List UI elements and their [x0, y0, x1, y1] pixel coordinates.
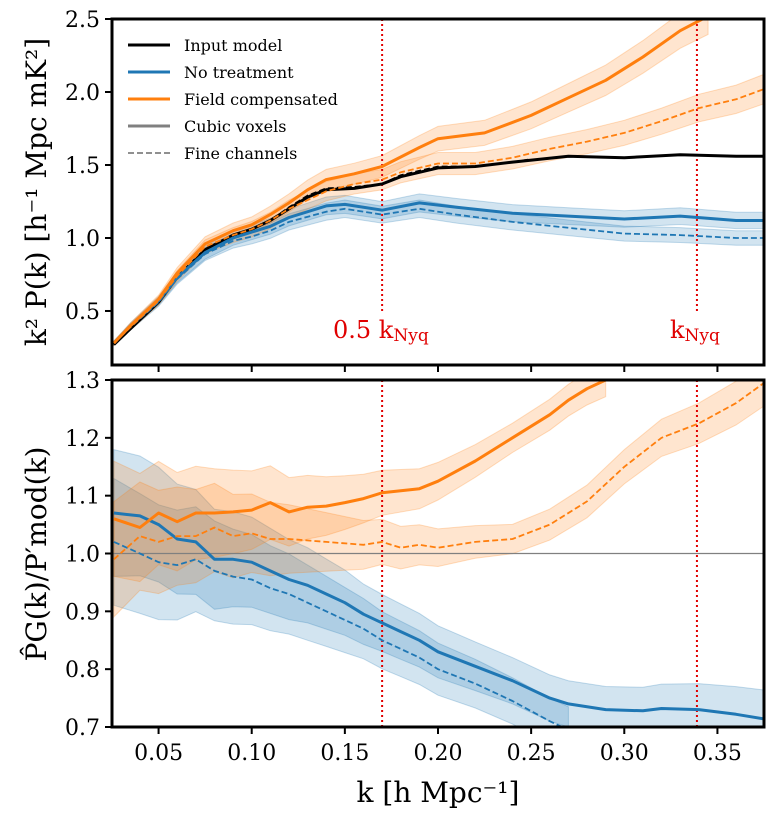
field-compensated-line	[113, 380, 607, 529]
field-compensated-line	[112, 19, 706, 345]
x-tick-label: 0.25	[507, 741, 556, 766]
field-compensated-fine-band	[113, 73, 764, 347]
x-tick-label: 0.10	[227, 741, 276, 766]
legend-label: Cubic voxels	[184, 117, 286, 136]
y-tick-label: 1.5	[65, 154, 100, 179]
half-nyquist-label-sub: Nyq	[393, 326, 428, 346]
y-tick-label: 2.5	[65, 8, 100, 33]
top-panel: 0.5 1.0 1.5 2.0 2.5 Input model No treatment F…	[20, 8, 766, 372]
top-axes-frame	[110, 17, 766, 367]
field-compensated-band	[113, 380, 607, 583]
no-treatment-band	[113, 448, 764, 727]
legend-label: Fine channels	[184, 144, 297, 163]
bottom-panel: 0.7 0.8 0.9 1.0 1.1 1.2 1.3 0.05 0.10 0.15 0.20 0.…	[20, 369, 766, 809]
legend: Input model No treatment Field compensated…	[128, 36, 338, 163]
bottom-y-axis-label: P̂G(k)/P′mod(k)	[20, 447, 53, 662]
legend-label: No treatment	[184, 63, 294, 82]
no-treatment-fine-band	[113, 199, 764, 347]
y-tick-label: 1.3	[65, 369, 100, 394]
field-compensated-fine-band	[113, 380, 764, 619]
y-tick-label: 0.5	[65, 300, 100, 325]
no-treatment-line	[113, 511, 764, 721]
nyquist-label-text: k	[670, 316, 685, 344]
vline-nyquist-label: kNyq	[670, 316, 720, 346]
field-compensated-fine-line	[113, 88, 764, 344]
x-tick-label: 0.20	[414, 741, 463, 766]
y-tick-label: 1.0	[65, 543, 100, 568]
y-tick-label: 1.2	[65, 427, 100, 452]
no-treatment-fine-line	[113, 207, 764, 344]
legend-label: Field compensated	[184, 90, 338, 109]
legend-label: Input model	[184, 36, 282, 55]
x-tick-label: 0.35	[693, 741, 742, 766]
y-tick-label: 2.0	[65, 81, 100, 106]
no-treatment-band	[113, 193, 764, 347]
nyquist-label-sub: Nyq	[685, 326, 720, 346]
no-treatment-fine-band	[113, 477, 569, 727]
bottom-axes-frame	[110, 378, 766, 729]
x-axis-label: k [h Mpc⁻¹]	[357, 776, 520, 809]
y-tick-label: 0.7	[65, 716, 100, 741]
field-compensated-fine-line	[113, 382, 764, 560]
half-nyquist-label-text: 0.5 k	[333, 316, 394, 344]
no-treatment-line	[112, 201, 764, 345]
vline-half-nyquist-label: 0.5 kNyq	[333, 316, 429, 346]
y-tick-label: 1.1	[65, 485, 100, 510]
y-tick-label: 0.9	[65, 600, 100, 625]
input-model-fine-line	[113, 158, 532, 346]
y-tick-label: 0.8	[65, 658, 100, 683]
no-treatment-fine-line	[113, 541, 565, 727]
x-tick-label: 0.30	[600, 741, 649, 766]
top-y-axis-label: k² P(k) [h⁻¹ Mpc mK²]	[20, 38, 53, 346]
x-tick-label: 0.05	[134, 741, 183, 766]
x-tick-label: 0.15	[320, 741, 369, 766]
y-tick-label: 1.0	[65, 227, 100, 252]
